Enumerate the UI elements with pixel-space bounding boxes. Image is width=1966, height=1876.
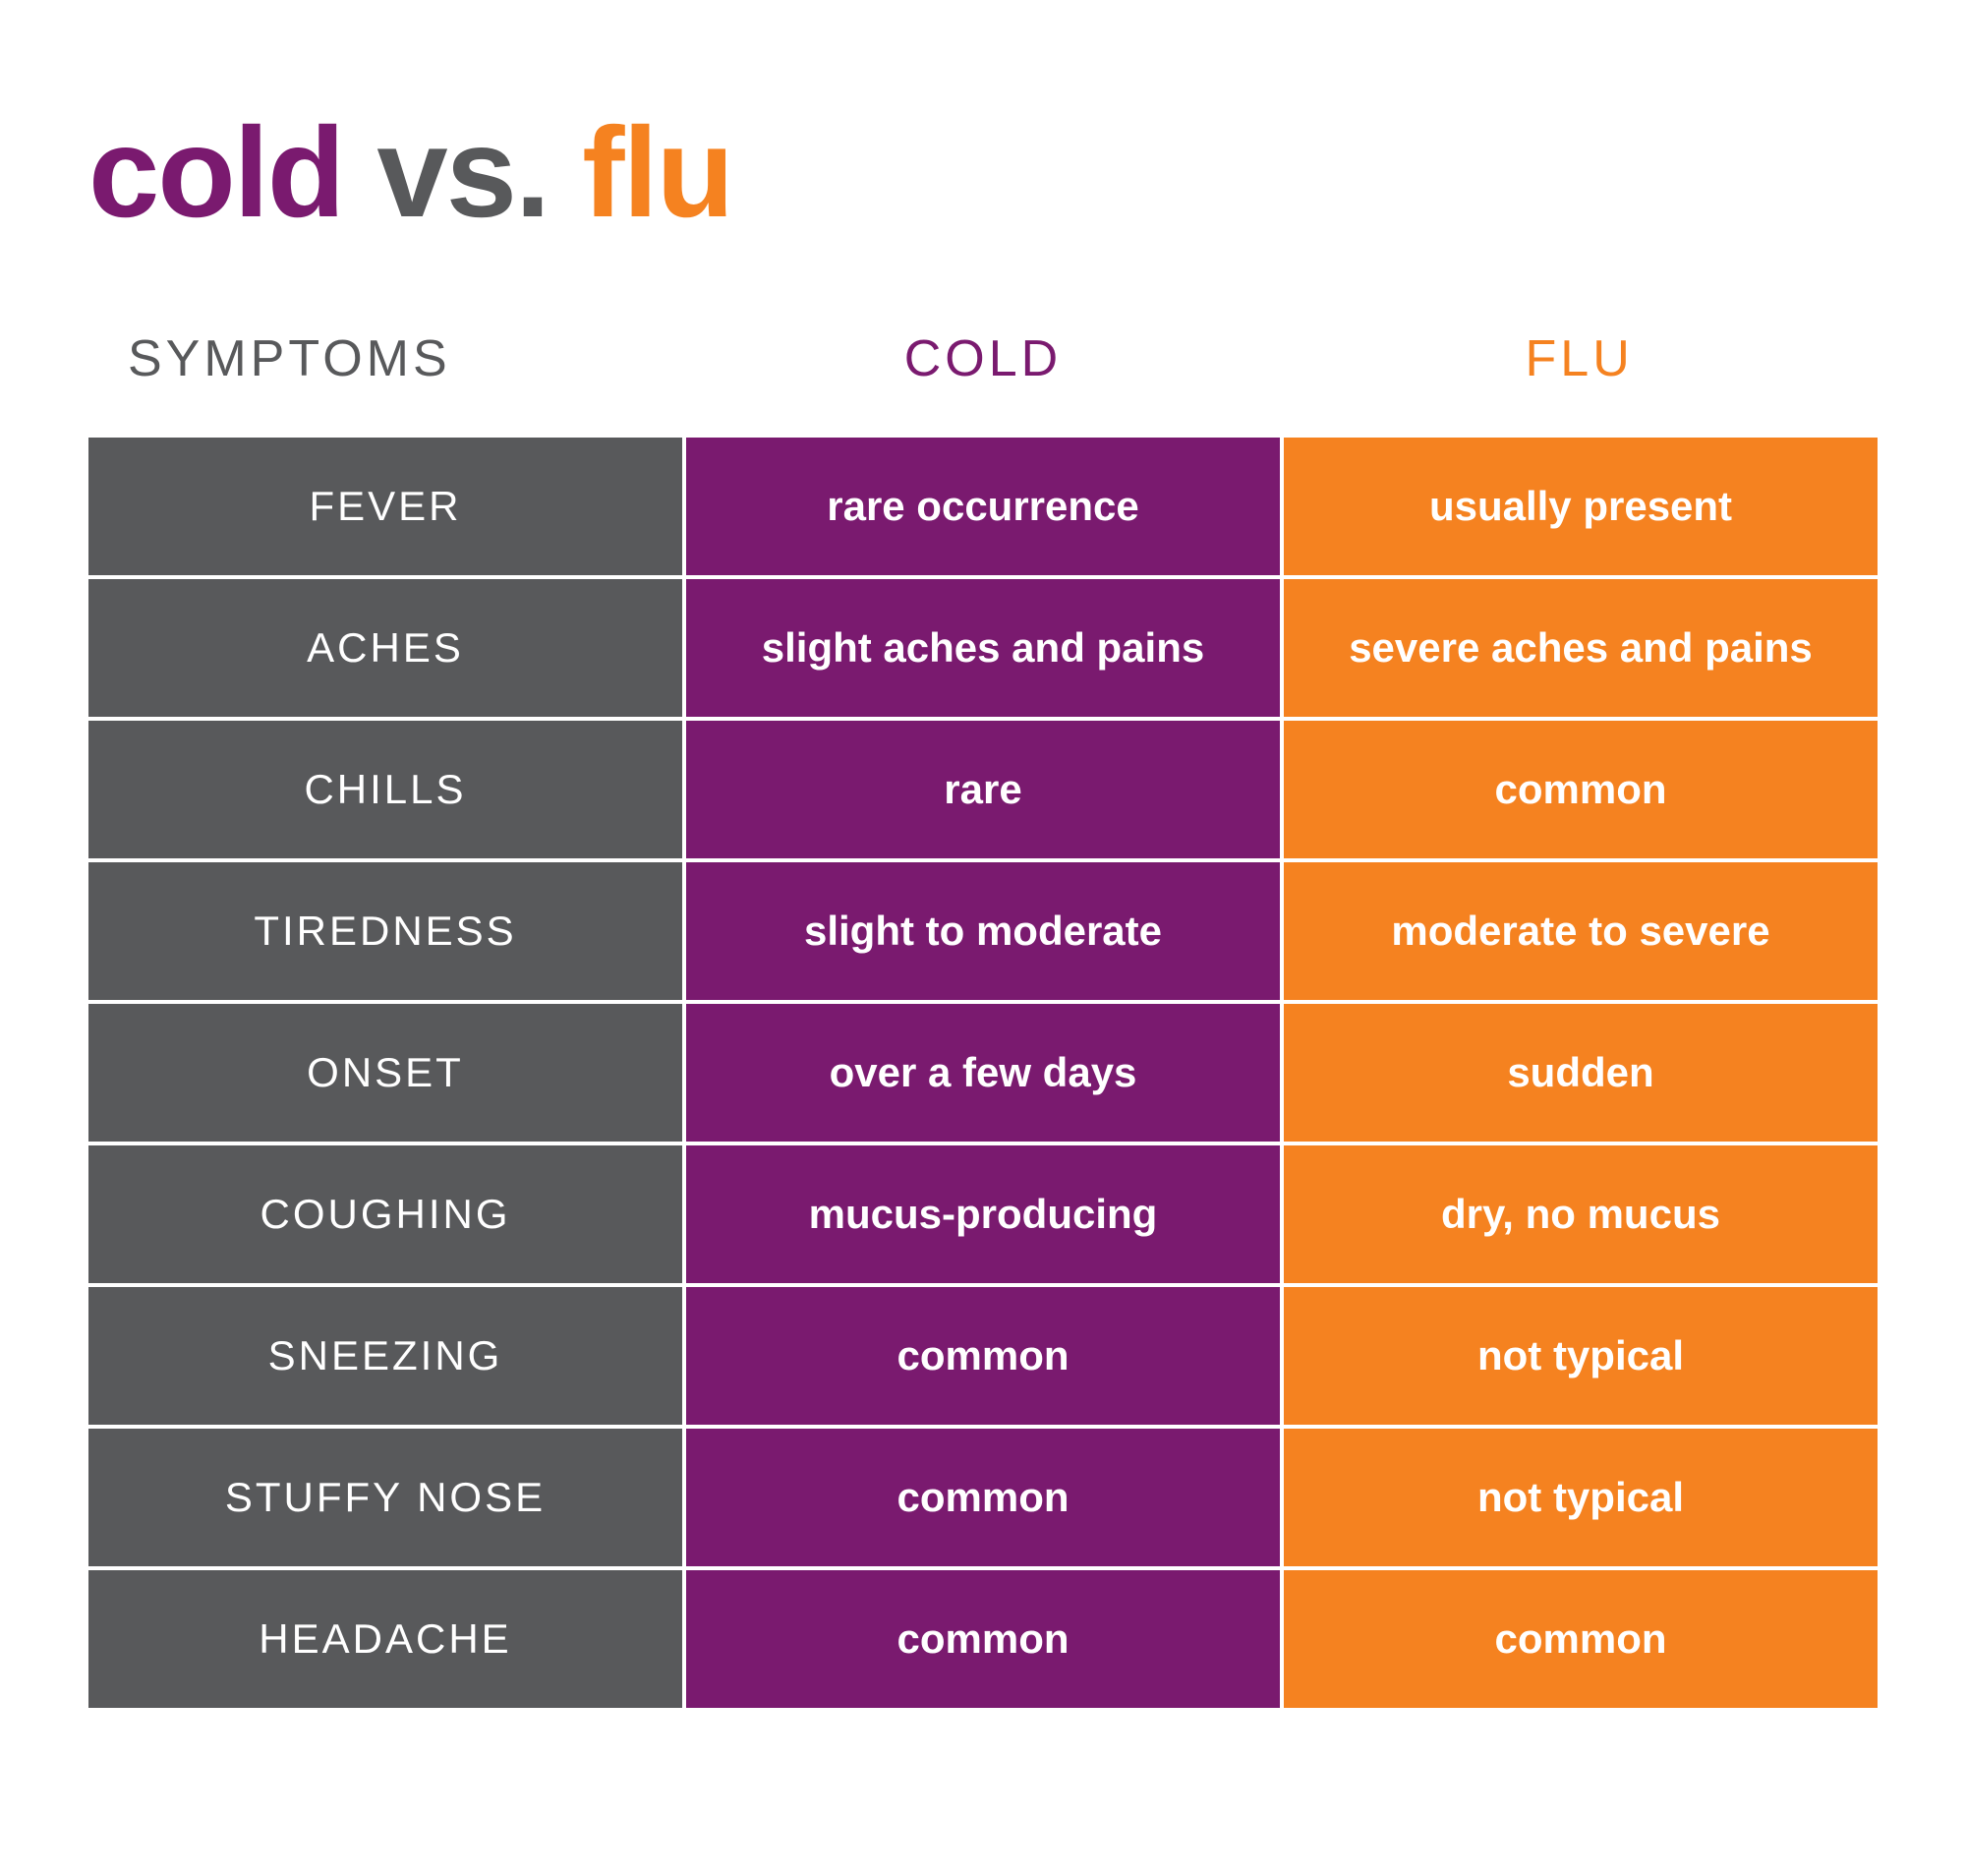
- cold-cell: rare: [686, 721, 1280, 858]
- flu-cell: usually present: [1284, 438, 1878, 575]
- symptom-cell: TIREDNESS: [88, 862, 682, 1000]
- symptom-cell: ONSET: [88, 1004, 682, 1142]
- comparison-table: FEVERrare occurrenceusually present ACHES…: [88, 438, 1878, 1708]
- cold-cell: rare occurrence: [686, 438, 1280, 575]
- title-cold: cold: [88, 100, 343, 244]
- flu-cell: common: [1284, 721, 1878, 858]
- symptom-cell: FEVER: [88, 438, 682, 575]
- symptom-cell: COUGHING: [88, 1145, 682, 1283]
- symptom-cell: HEADACHE: [88, 1570, 682, 1708]
- symptom-cell: CHILLS: [88, 721, 682, 858]
- cold-cell: common: [686, 1287, 1280, 1425]
- header-cold: COLD: [685, 320, 1282, 418]
- flu-cell: not typical: [1284, 1287, 1878, 1425]
- flu-cell: moderate to severe: [1284, 862, 1878, 1000]
- cold-cell: common: [686, 1570, 1280, 1708]
- cold-cell: common: [686, 1429, 1280, 1566]
- title-flu: flu: [582, 100, 732, 244]
- symptom-cell: SNEEZING: [88, 1287, 682, 1425]
- page-title: cold vs. flu: [88, 98, 1878, 246]
- symptom-cell: ACHES: [88, 579, 682, 717]
- flu-cell: sudden: [1284, 1004, 1878, 1142]
- flu-cell: dry, no mucus: [1284, 1145, 1878, 1283]
- flu-cell: not typical: [1284, 1429, 1878, 1566]
- symptom-cell: STUFFY NOSE: [88, 1429, 682, 1566]
- header-symptoms: SYMPTOMS: [88, 320, 685, 418]
- cold-cell: over a few days: [686, 1004, 1280, 1142]
- flu-cell: severe aches and pains: [1284, 579, 1878, 717]
- cold-cell: slight to moderate: [686, 862, 1280, 1000]
- flu-cell: common: [1284, 1570, 1878, 1708]
- header-flu: FLU: [1281, 320, 1878, 418]
- cold-cell: mucus-producing: [686, 1145, 1280, 1283]
- table-headers: SYMPTOMS COLD FLU: [88, 320, 1878, 418]
- cold-cell: slight aches and pains: [686, 579, 1280, 717]
- title-vs: vs.: [343, 100, 582, 244]
